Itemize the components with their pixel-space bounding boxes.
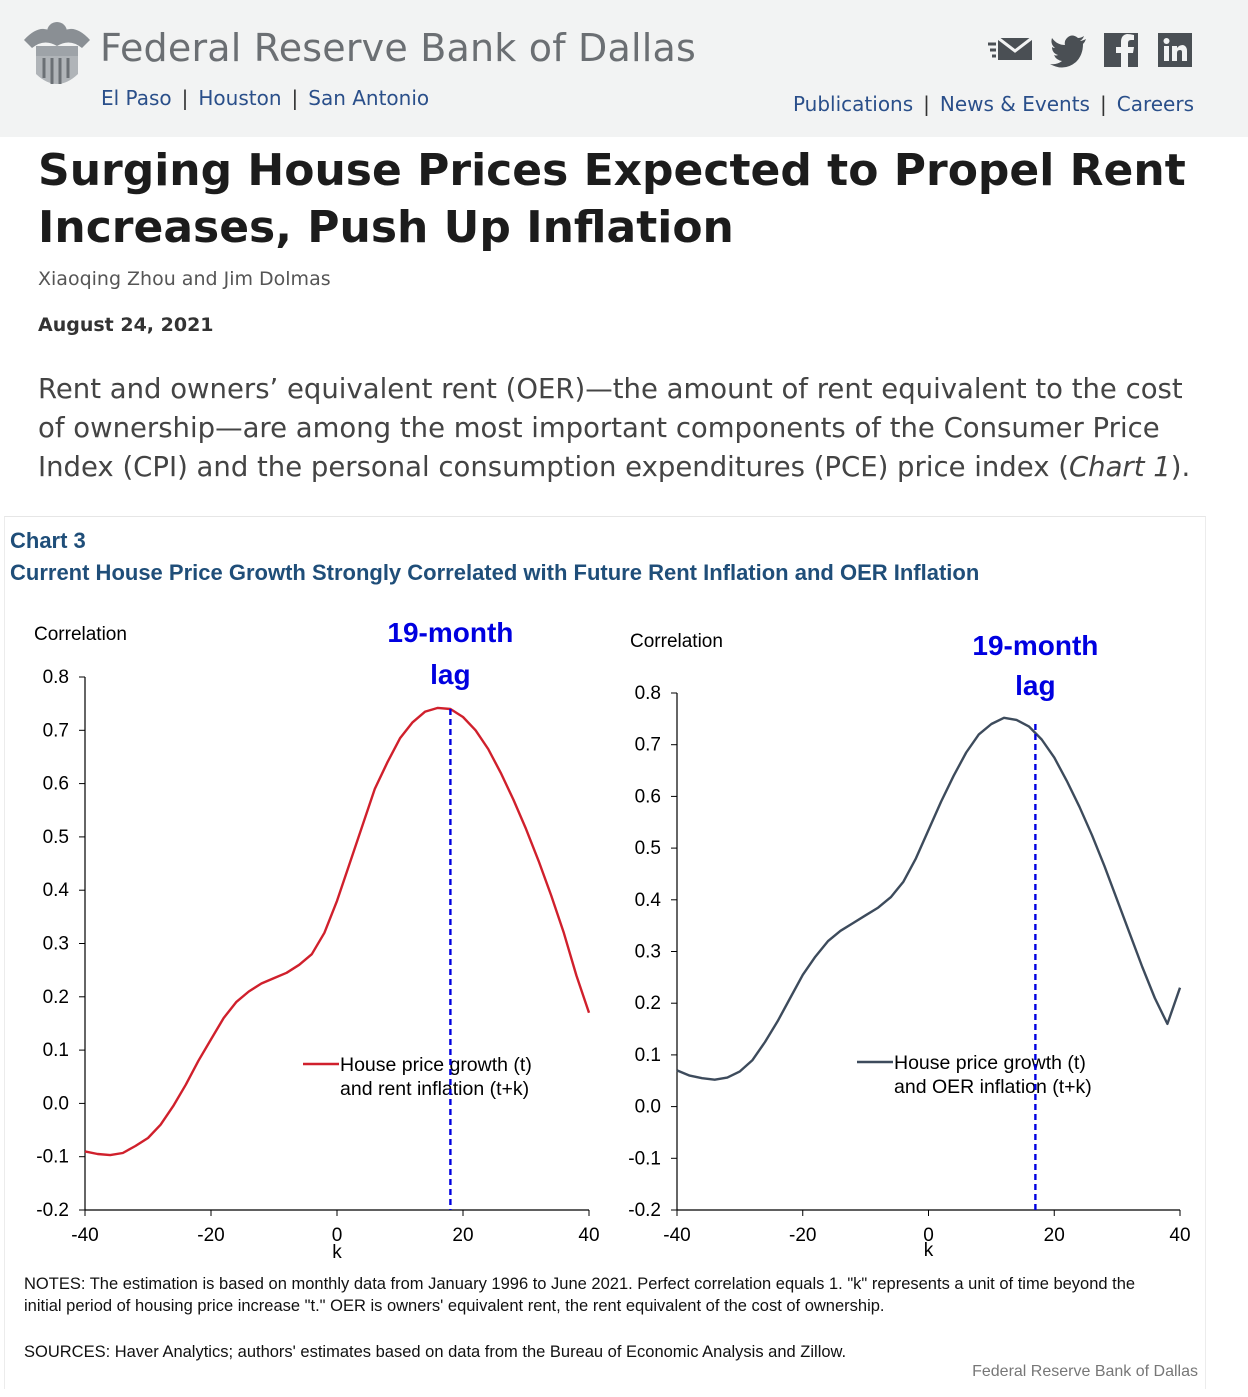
- chart2-y-tick-label: 0.8: [635, 683, 661, 704]
- article-authors: Xiaoqing Zhou and Jim Dolmas: [38, 268, 331, 290]
- correlation-charts: -0.2 -0.1 0.0 0.1 0.2 0.3 0.4 0.5 0.6 0.7 0.8 -40 -2…: [34, 617, 1191, 1263]
- chart2-y-tick-label: 0.5: [635, 838, 661, 859]
- article-intro: Rent and owners’ equivalent rent (OER)—t…: [38, 370, 1208, 487]
- chart1-x-tick-label: 20: [452, 1225, 473, 1246]
- nav-separator: |: [1099, 92, 1107, 116]
- top-nav: Publications | News & Events | Careers: [793, 92, 1194, 116]
- chart2-legend-label: and OER inflation (t+k): [894, 1076, 1092, 1098]
- chart-notes: NOTES: The estimation is based on monthl…: [24, 1275, 1136, 1315]
- bank-name[interactable]: Federal Reserve Bank of Dallas: [100, 26, 697, 70]
- chart2-y-tick-label: 0.7: [635, 735, 661, 756]
- chart1-x-tick-label: 40: [578, 1225, 599, 1246]
- chart1-y-tick-label: 0.1: [43, 1040, 69, 1061]
- chart2-legend-label: House price growth (t): [894, 1052, 1086, 1074]
- chart1-x-tick-label: -40: [71, 1225, 98, 1246]
- site-header: Federal Reserve Bank of Dallas El Paso | H…: [0, 0, 1248, 137]
- chart2-y-tick-label: 0.6: [635, 786, 661, 807]
- chart1-x-tick-label: -20: [197, 1225, 224, 1246]
- article-title: Surging House Prices Expected to Propel …: [38, 145, 1186, 253]
- chart1-legend-label: and rent inflation (t+k): [340, 1078, 529, 1100]
- chart2-series-line: [676, 716, 1182, 1081]
- chart1-y-axis-label: Correlation: [34, 624, 127, 645]
- chart1-y-tick-label: -0.2: [36, 1200, 69, 1221]
- chart-sources: SOURCES: Haver Analytics; authors' estim…: [24, 1343, 847, 1361]
- linkedin-icon[interactable]: [1158, 32, 1192, 68]
- chart2-y-axis-label: Correlation: [630, 631, 723, 652]
- chart1-y-tick-label: 0.6: [43, 774, 69, 795]
- chart-credit: Federal Reserve Bank of Dallas: [972, 1363, 1198, 1380]
- chart1-y-tick-label: 0.0: [43, 1093, 69, 1114]
- chart1-y-tick-label: 0.7: [43, 720, 69, 741]
- chart2-x-tick-label: 40: [1169, 1225, 1190, 1246]
- article-date: August 24, 2021: [38, 314, 214, 336]
- chart2-y-tick-label: -0.1: [628, 1148, 661, 1169]
- email-icon[interactable]: [988, 32, 1036, 68]
- chart-1-link[interactable]: Chart 1: [1068, 451, 1171, 483]
- nav-link-careers[interactable]: Careers: [1116, 92, 1194, 116]
- fed-seal-logo[interactable]: [22, 14, 92, 92]
- branch-link-el-paso[interactable]: El Paso: [101, 86, 172, 110]
- nav-link-news-events[interactable]: News & Events: [939, 92, 1090, 116]
- chart1-y-tick-label: -0.1: [36, 1147, 69, 1168]
- chart1-y-tick-label: 0.8: [43, 667, 69, 688]
- chart-container: [4, 516, 1206, 1389]
- branch-links: El Paso | Houston | San Antonio: [101, 86, 429, 110]
- nav-separator: |: [181, 86, 189, 110]
- chart2-y-tick-label: 0.4: [635, 890, 662, 911]
- chart1-x-axis-label: k: [332, 1242, 342, 1263]
- chart2-x-tick-label: -20: [789, 1225, 816, 1246]
- nav-separator: |: [923, 92, 930, 116]
- chart1-y-tick-label: 0.3: [43, 934, 69, 955]
- intro-text: Rent and owners’ equivalent rent (OER)—t…: [38, 373, 1183, 483]
- chart2-annotation-label: lag: [1015, 670, 1055, 701]
- chart1-annotation-label: lag: [430, 659, 470, 690]
- chart-number: Chart 3: [10, 528, 86, 553]
- chart2-x-tick-label: 20: [1044, 1225, 1065, 1246]
- chart1-x-tick-label: 0: [332, 1225, 343, 1246]
- branch-link-houston[interactable]: Houston: [198, 86, 282, 110]
- chart2-y-tick-label: 0.2: [635, 993, 661, 1014]
- nav-link-publications[interactable]: Publications: [792, 92, 914, 116]
- chart2-y-tick-label: 0.3: [635, 942, 661, 963]
- chart1-y-tick-label: 0.4: [43, 880, 70, 901]
- chart2-y-tick-label: 0.0: [635, 1097, 661, 1118]
- intro-end: ).: [1170, 451, 1191, 483]
- chart2-y-tick-label: 0.1: [635, 1045, 661, 1066]
- chart2-x-tick-label: 0: [923, 1225, 934, 1246]
- chart2-annotation-label: 19-month: [972, 630, 1098, 661]
- chart1-annotation-label: 19-month: [387, 617, 513, 648]
- nav-separator: |: [291, 86, 299, 110]
- chart1-y-tick-label: 0.5: [43, 827, 69, 848]
- chart-title: Current House Price Growth Strongly Corr…: [10, 560, 980, 585]
- chart1-legend-label: House price growth (t): [340, 1054, 532, 1076]
- chart2-x-axis-label: k: [924, 1240, 934, 1261]
- twitter-icon[interactable]: [1050, 32, 1088, 68]
- chart1-series-line: [84, 706, 591, 1157]
- branch-link-san-antonio[interactable]: San Antonio: [308, 86, 430, 110]
- chart1-y-tick-label: 0.2: [43, 987, 69, 1008]
- facebook-icon[interactable]: [1104, 32, 1138, 68]
- chart2-x-tick-label: -40: [663, 1225, 690, 1246]
- chart2-y-tick-label: -0.2: [628, 1200, 661, 1221]
